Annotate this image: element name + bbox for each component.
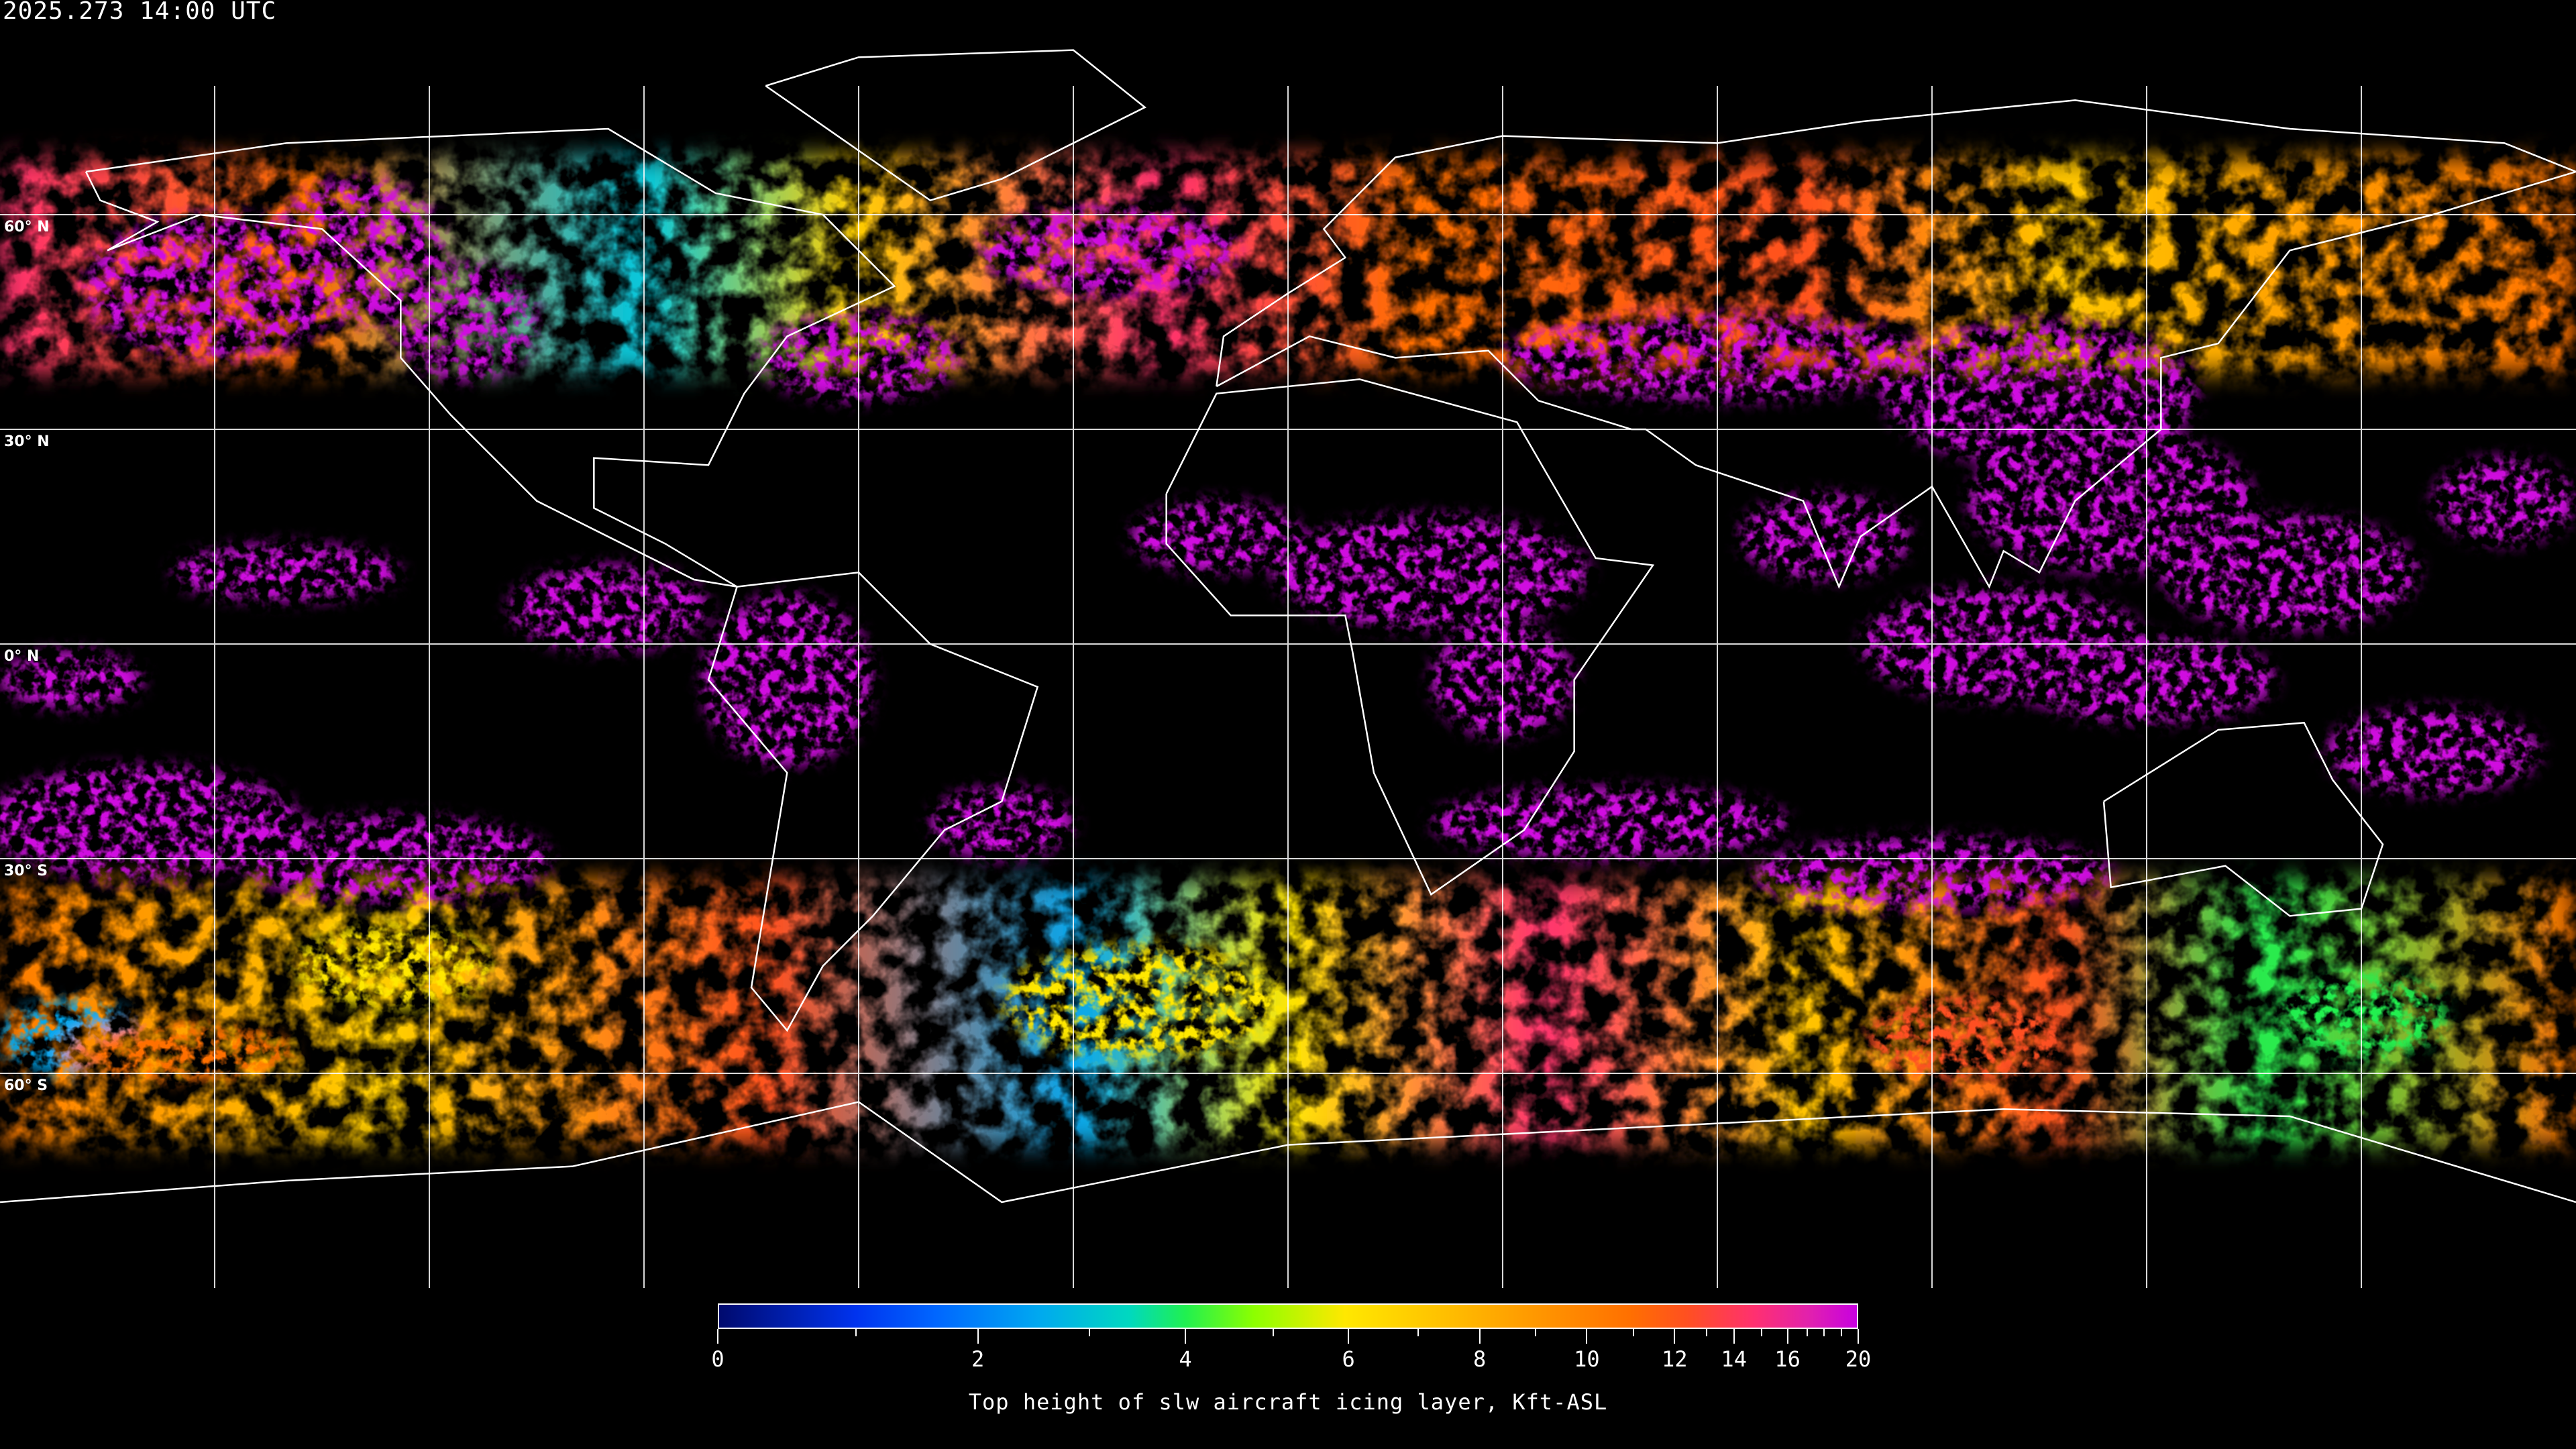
colorbar-major-tick [977,1329,979,1344]
colorbar-tick-label: 10 [1574,1346,1600,1372]
colorbar-minor-tick [1089,1329,1090,1336]
cloud-patch [2433,458,2576,544]
cloud-patch [930,787,1073,859]
cloud-patch [394,265,537,380]
colorbar-tick-label: 0 [711,1346,724,1372]
colorbar-gradient [718,1303,1858,1329]
colorbar-minor-tick [1706,1329,1707,1336]
colorbar-minor-tick [1807,1329,1808,1336]
colorbar-major-tick [1348,1329,1349,1344]
cloud-patch [1431,787,1789,859]
lat-label-30n: 30° N [4,433,50,450]
cloud-patch [172,544,400,601]
cloud-patch [508,566,708,651]
cloud-patch [2326,708,2540,794]
colorbar-legend: 024681012141620 Top height of slw aircra… [718,1303,1858,1344]
cloud-patch [64,1023,293,1080]
colorbar-tick-label: 2 [971,1346,984,1372]
colorbar-major-tick [1858,1329,1859,1344]
timestamp: 2025.273 14:00 UTC [3,0,276,25]
colorbar-major-tick [1185,1329,1186,1344]
colorbar-tick-label: 14 [1721,1346,1747,1372]
lat-label-60n: 60° N [4,219,50,235]
colorbar-tick-label: 16 [1774,1346,1801,1372]
colorbar-minor-tick [1841,1329,1842,1336]
cloud-patch [293,923,494,1009]
cloud-patch [980,207,1238,293]
colorbar-minor-tick [1761,1329,1762,1336]
colorbar-minor-tick [1417,1329,1419,1336]
cloud-patch [1002,945,1288,1059]
colorbar-major-tick [1674,1329,1675,1344]
colorbar-major-tick [1479,1329,1481,1344]
colorbar-title: Top height of slw aircraft icing layer, … [718,1389,1858,1415]
colorbar-major-tick [717,1329,718,1344]
lat-label-60s: 60° S [4,1077,48,1094]
colorbar-minor-tick [1823,1329,1825,1336]
icing-map [0,0,2576,1288]
colorbar-minor-tick [855,1329,857,1336]
colorbar-tick-label: 8 [1473,1346,1486,1372]
colorbar-minor-tick [1273,1329,1274,1336]
cloud-patch [1130,501,1302,573]
cloud-patch [1868,995,2068,1081]
colorbar-major-tick [1787,1329,1788,1344]
cloud-patch [1274,515,1589,630]
colorbar-major-tick [1586,1329,1587,1344]
colorbar-tick-label: 20 [1845,1346,1872,1372]
lat-label-equator: 0° N [4,648,39,665]
colorbar-minor-tick [1633,1329,1634,1336]
colorbar-ticks: 024681012141620 [718,1329,1858,1344]
colorbar-minor-tick [1535,1329,1536,1336]
colorbar-major-tick [1733,1329,1735,1344]
colorbar-tick-label: 4 [1179,1346,1191,1372]
colorbar-tick-label: 12 [1662,1346,1688,1372]
cloud-patch [1739,494,1911,580]
colorbar-tick-label: 6 [1342,1346,1354,1372]
lat-label-30s: 30° S [4,863,48,879]
cloud-patch [2161,515,2418,630]
